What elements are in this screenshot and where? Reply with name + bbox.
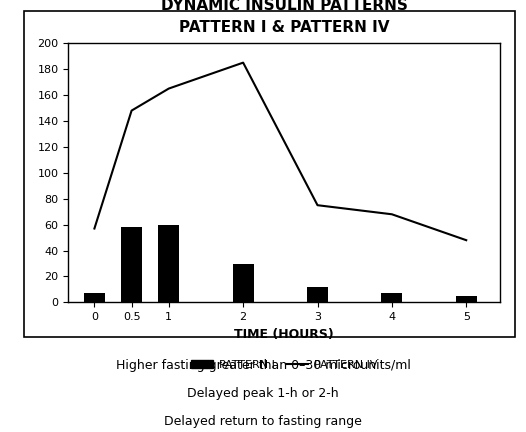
X-axis label: TIME (HOURS): TIME (HOURS) bbox=[234, 328, 334, 341]
Bar bbox=[456, 296, 477, 302]
Bar bbox=[232, 264, 254, 302]
Bar bbox=[84, 293, 105, 302]
Text: Higher fasting greater than 0–30 microunits/ml: Higher fasting greater than 0–30 microun… bbox=[116, 359, 410, 372]
Text: Delayed return to fasting range: Delayed return to fasting range bbox=[164, 415, 362, 428]
Title: DYNAMIC INSULIN PATTERNS
PATTERN I & PATTERN IV: DYNAMIC INSULIN PATTERNS PATTERN I & PAT… bbox=[160, 0, 408, 35]
Legend: PATTERN I, PATTERN IV: PATTERN I, PATTERN IV bbox=[187, 356, 381, 375]
Bar bbox=[307, 287, 328, 302]
Text: Delayed peak 1-h or 2-h: Delayed peak 1-h or 2-h bbox=[187, 387, 339, 400]
Bar bbox=[158, 225, 179, 302]
Bar bbox=[381, 293, 402, 302]
Bar bbox=[121, 227, 142, 302]
